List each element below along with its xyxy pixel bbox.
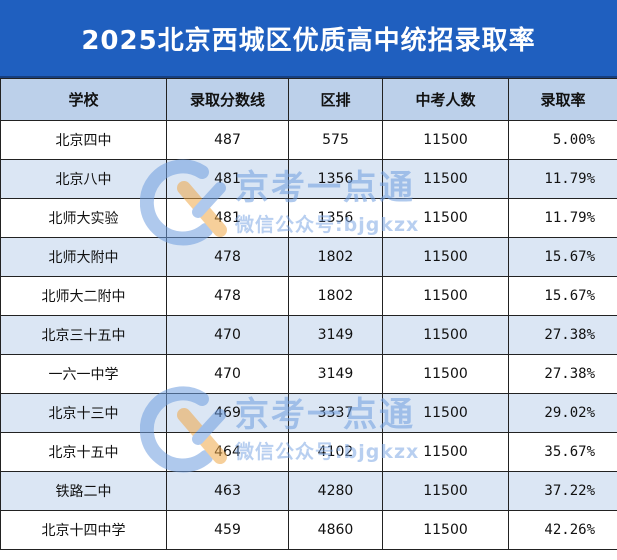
column-header-score: 录取分数线 (166, 78, 289, 121)
cell-rank: 4102 (288, 432, 383, 472)
cell-rate: 29.02% (508, 393, 617, 433)
cell-rate: 42.26% (508, 510, 617, 550)
cell-score: 464 (166, 432, 289, 472)
cell-school: 北京十四中学 (0, 510, 167, 550)
cell-total: 11500 (382, 159, 509, 199)
cell-rate: 15.67% (508, 276, 617, 316)
cell-school: 一六一中学 (0, 354, 167, 394)
cell-school: 北京十五中 (0, 432, 167, 472)
cell-rate: 35.67% (508, 432, 617, 472)
cell-rate: 5.00% (508, 120, 617, 160)
table-row: 一六一中学 470 3149 11500 27.38% (0, 354, 617, 394)
table-row: 北师大附中 478 1802 11500 15.67% (0, 237, 617, 277)
cell-rank: 1802 (288, 276, 383, 316)
table-header-row: 学校 录取分数线 区排 中考人数 录取率 (0, 78, 617, 121)
cell-school: 北师大二附中 (0, 276, 167, 316)
cell-rank: 3149 (288, 354, 383, 394)
table-row: 北京四中 487 575 11500 5.00% (0, 120, 617, 160)
column-header-rate: 录取率 (508, 78, 617, 121)
cell-score: 470 (166, 315, 289, 355)
cell-rate: 11.79% (508, 159, 617, 199)
cell-school: 北师大实验 (0, 198, 167, 238)
cell-school: 北京十三中 (0, 393, 167, 433)
cell-rate: 11.79% (508, 198, 617, 238)
cell-score: 478 (166, 237, 289, 277)
cell-total: 11500 (382, 393, 509, 433)
column-header-total: 中考人数 (382, 78, 509, 121)
cell-score: 481 (166, 159, 289, 199)
cell-total: 11500 (382, 276, 509, 316)
cell-score: 469 (166, 393, 289, 433)
cell-rank: 1356 (288, 198, 383, 238)
cell-rate: 15.67% (508, 237, 617, 277)
cell-rank: 4860 (288, 510, 383, 550)
cell-rank: 3337 (288, 393, 383, 433)
cell-total: 11500 (382, 237, 509, 277)
cell-total: 11500 (382, 471, 509, 511)
cell-rate: 37.22% (508, 471, 617, 511)
cell-rank: 1356 (288, 159, 383, 199)
cell-score: 487 (166, 120, 289, 160)
cell-school: 北京三十五中 (0, 315, 167, 355)
table-row: 铁路二中 463 4280 11500 37.22% (0, 471, 617, 511)
cell-rate: 27.38% (508, 354, 617, 394)
cell-total: 11500 (382, 315, 509, 355)
table-row: 北京三十五中 470 3149 11500 27.38% (0, 315, 617, 355)
cell-school: 铁路二中 (0, 471, 167, 511)
cell-rank: 1802 (288, 237, 383, 277)
page-title: 2025北京西城区优质高中统招录取率 (81, 25, 536, 56)
cell-total: 11500 (382, 510, 509, 550)
cell-score: 481 (166, 198, 289, 238)
table-row: 北京八中 481 1356 11500 11.79% (0, 159, 617, 199)
column-header-rank: 区排 (288, 78, 383, 121)
table-row: 北师大实验 481 1356 11500 11.79% (0, 198, 617, 238)
cell-score: 470 (166, 354, 289, 394)
table-row: 北京十五中 464 4102 11500 35.67% (0, 432, 617, 472)
cell-total: 11500 (382, 198, 509, 238)
table-row: 北师大二附中 478 1802 11500 15.67% (0, 276, 617, 316)
cell-total: 11500 (382, 120, 509, 160)
admission-table: 学校 录取分数线 区排 中考人数 录取率 北京四中 487 575 11500 … (0, 78, 617, 550)
cell-school: 北京八中 (0, 159, 167, 199)
cell-school: 北师大附中 (0, 237, 167, 277)
table-row: 北京十四中学 459 4860 11500 42.26% (0, 510, 617, 550)
cell-total: 11500 (382, 432, 509, 472)
cell-rank: 575 (288, 120, 383, 160)
cell-rate: 27.38% (508, 315, 617, 355)
cell-total: 11500 (382, 354, 509, 394)
title-banner: 2025北京西城区优质高中统招录取率 (0, 0, 617, 78)
cell-score: 463 (166, 471, 289, 511)
cell-score: 459 (166, 510, 289, 550)
column-header-school: 学校 (0, 78, 167, 121)
cell-rank: 4280 (288, 471, 383, 511)
table-row: 北京十三中 469 3337 11500 29.02% (0, 393, 617, 433)
cell-rank: 3149 (288, 315, 383, 355)
cell-school: 北京四中 (0, 120, 167, 160)
cell-score: 478 (166, 276, 289, 316)
